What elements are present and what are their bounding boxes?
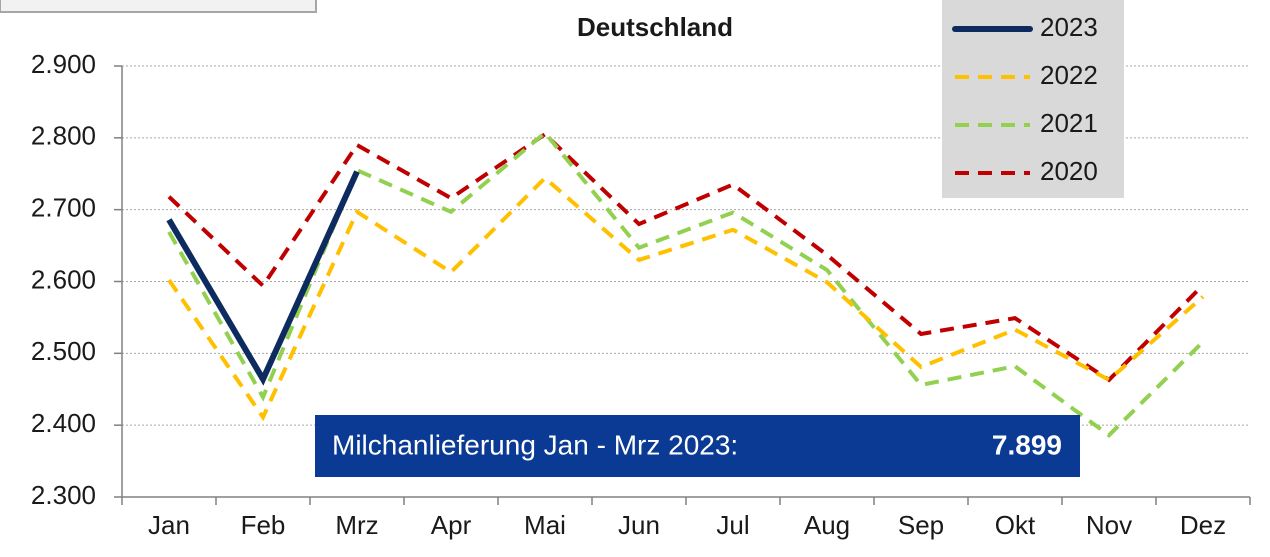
header-box <box>0 0 317 13</box>
y-tick-label: 2.500 <box>31 336 96 366</box>
annotation-value: 7.899 <box>992 429 1062 460</box>
legend-label: 2020 <box>1040 156 1098 186</box>
x-tick-label: Jul <box>716 510 749 540</box>
x-tick-label: Mai <box>524 510 566 540</box>
y-tick-label: 2.700 <box>31 193 96 223</box>
annotation-text: Milchanlieferung Jan - Mrz 2023: <box>332 429 738 460</box>
legend-label: 2022 <box>1040 60 1098 90</box>
x-tick-label: Jun <box>618 510 660 540</box>
x-tick-label: Aug <box>804 510 850 540</box>
x-tick-label: Okt <box>995 510 1036 540</box>
legend-box <box>942 0 1124 198</box>
series-line <box>166 170 360 386</box>
y-tick-label: 2.600 <box>31 264 96 294</box>
x-tick-label: Sep <box>898 510 944 540</box>
series-line <box>167 131 1205 383</box>
x-tick-label: Nov <box>1086 510 1132 540</box>
y-tick-label: 2.900 <box>31 49 96 79</box>
legend-label: 2021 <box>1040 108 1098 138</box>
chart-title: Deutschland <box>577 12 733 42</box>
y-tick-label: 2.400 <box>31 408 96 438</box>
x-tick-label: Apr <box>431 510 472 540</box>
x-tick-label: Feb <box>241 510 286 540</box>
legend-label: 2023 <box>1040 12 1098 42</box>
x-tick-label: Mrz <box>335 510 378 540</box>
y-tick-label: 2.800 <box>31 121 96 151</box>
x-tick-label: Jan <box>148 510 190 540</box>
series-line <box>167 175 1205 422</box>
y-tick-label: 2.300 <box>31 480 96 510</box>
annotation-box <box>315 415 1080 477</box>
x-tick-label: Dez <box>1180 510 1226 540</box>
